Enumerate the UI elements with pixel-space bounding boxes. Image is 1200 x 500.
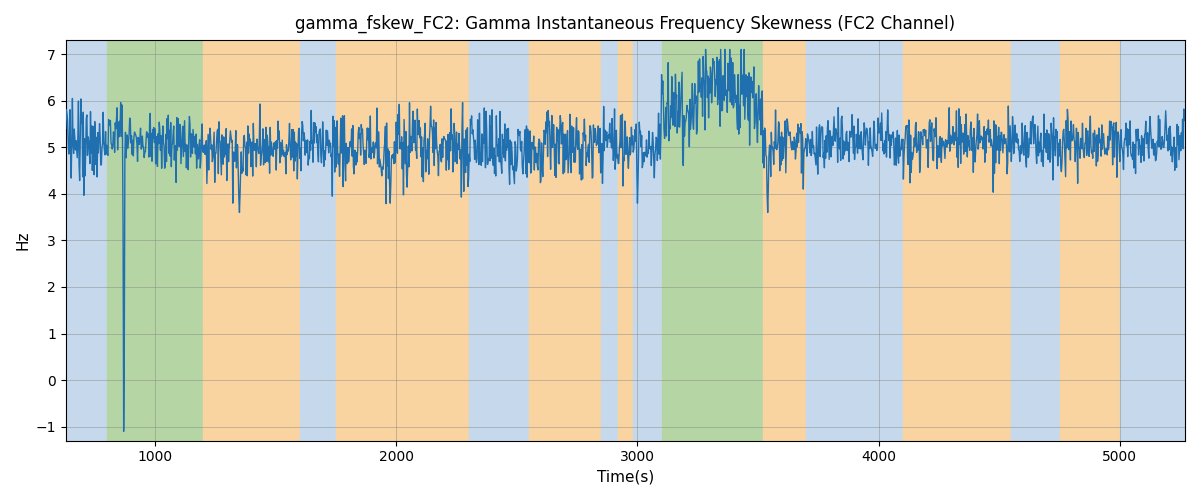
Bar <box>336 40 469 440</box>
Bar <box>1060 40 1120 440</box>
Title: gamma_fskew_FC2: Gamma Instantaneous Frequency Skewness (FC2 Channel): gamma_fskew_FC2: Gamma Instantaneous Fre… <box>295 15 955 34</box>
Bar <box>902 40 1012 440</box>
Bar <box>66 40 107 440</box>
Bar <box>618 40 632 440</box>
Bar <box>601 40 618 440</box>
X-axis label: Time(s): Time(s) <box>596 470 654 485</box>
Y-axis label: Hz: Hz <box>16 230 30 250</box>
Bar <box>806 40 902 440</box>
Bar <box>763 40 806 440</box>
Bar <box>469 40 529 440</box>
Bar <box>632 40 661 440</box>
Bar <box>203 40 300 440</box>
Bar <box>529 40 601 440</box>
Bar <box>1012 40 1060 440</box>
Bar <box>661 40 763 440</box>
Bar <box>1120 40 1184 440</box>
Bar <box>300 40 336 440</box>
Bar <box>107 40 203 440</box>
